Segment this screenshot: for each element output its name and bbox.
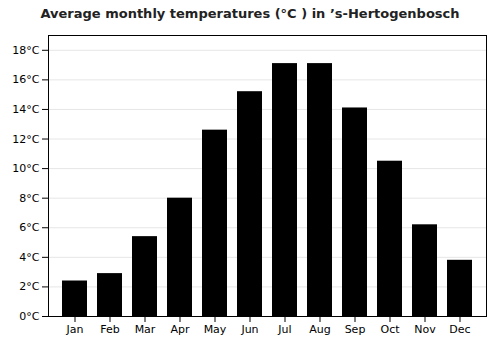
svg-text:Jul: Jul <box>277 323 291 336</box>
svg-text:18°C: 18°C <box>12 44 39 57</box>
svg-text:Jan: Jan <box>66 323 84 336</box>
svg-text:Mar: Mar <box>135 323 156 336</box>
svg-text:May: May <box>204 323 227 336</box>
svg-text:0°C: 0°C <box>19 310 39 323</box>
svg-text:10°C: 10°C <box>12 162 39 175</box>
svg-text:4°C: 4°C <box>19 251 39 264</box>
svg-text:Sep: Sep <box>345 323 366 336</box>
svg-text:6°C: 6°C <box>19 221 39 234</box>
svg-text:14°C: 14°C <box>12 103 39 116</box>
svg-text:Dec: Dec <box>449 323 470 336</box>
svg-text:12°C: 12°C <box>12 133 39 146</box>
svg-text:2°C: 2°C <box>19 280 39 293</box>
svg-text:16°C: 16°C <box>12 73 39 86</box>
svg-text:Jun: Jun <box>240 323 258 336</box>
svg-text:Nov: Nov <box>414 323 436 336</box>
svg-text:Feb: Feb <box>100 323 119 336</box>
svg-text:Oct: Oct <box>380 323 400 336</box>
svg-text:Apr: Apr <box>170 323 190 336</box>
html-text:Average monthly temperatures (: Average monthly temperatures (°C ) in ’s… <box>40 6 460 21</box>
svg-text:8°C: 8°C <box>19 192 39 205</box>
svg-text:Aug: Aug <box>309 323 330 336</box>
